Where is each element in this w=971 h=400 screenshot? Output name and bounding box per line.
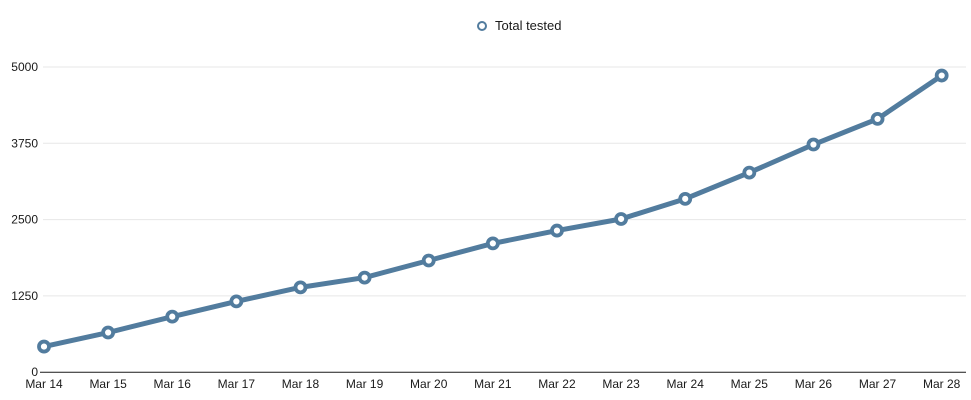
x-axis-tick-label: Mar 22 (538, 377, 576, 391)
legend-label: Total tested (495, 18, 562, 33)
data-point-marker (101, 325, 116, 340)
x-axis-tick-label: Mar 26 (795, 377, 833, 391)
y-axis-tick-label: 0 (31, 365, 38, 379)
x-axis-tick-label: Mar 15 (89, 377, 127, 391)
x-axis-tick-label: Mar 16 (154, 377, 192, 391)
data-point-marker (485, 236, 500, 251)
x-axis-tick-label: Mar 20 (410, 377, 448, 391)
x-axis-tick-label: Mar 18 (282, 377, 320, 391)
data-point-marker (614, 212, 628, 226)
data-point-marker (37, 339, 51, 354)
x-axis-tick-label: Mar 14 (25, 377, 63, 391)
series-line (41, 73, 945, 350)
x-axis-tick-label: Mar 24 (667, 377, 705, 391)
data-point-marker (550, 223, 564, 238)
data-point-marker (165, 309, 180, 324)
data-point-marker (806, 137, 821, 152)
y-axis-tick-label: 1250 (11, 289, 38, 303)
chart-legend[interactable]: Total tested (477, 19, 562, 33)
x-axis-tick-label: Mar 21 (474, 377, 512, 391)
x-axis-tick-label: Mar 23 (602, 377, 640, 391)
x-axis-tick-label: Mar 19 (346, 377, 384, 391)
y-axis-tick-label: 2500 (11, 213, 38, 227)
data-point-marker (229, 294, 244, 309)
x-axis-tick-label: Mar 17 (218, 377, 256, 391)
x-axis-tick-label: Mar 28 (923, 377, 961, 391)
data-point-marker (293, 280, 308, 295)
data-point-marker (421, 253, 436, 268)
y-axis-tick-label: 5000 (11, 60, 38, 74)
x-axis-tick-label: Mar 27 (859, 377, 897, 391)
y-axis-tick-label: 3750 (11, 136, 38, 150)
data-point-marker (357, 270, 372, 285)
x-axis-tick-label: Mar 25 (731, 377, 769, 391)
data-point-marker (870, 111, 885, 126)
legend-marker-icon (477, 21, 487, 31)
data-point-marker (742, 165, 757, 180)
data-point-marker (678, 191, 693, 206)
data-point-marker (934, 68, 949, 83)
